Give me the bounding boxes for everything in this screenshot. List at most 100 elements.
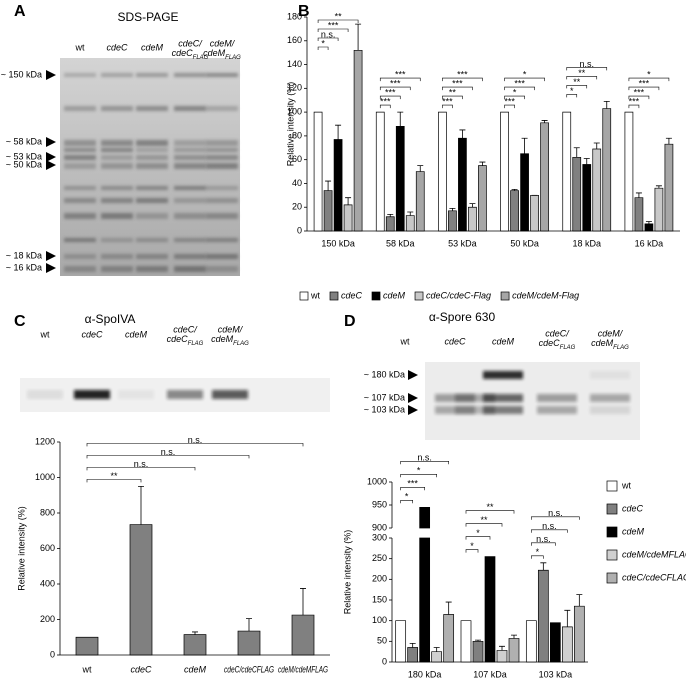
significance-bracket — [504, 104, 515, 109]
panel-label: C — [14, 313, 26, 330]
gel-band — [136, 163, 168, 169]
lane-label: wt — [40, 329, 50, 339]
gel-band — [136, 140, 168, 146]
significance-bracket — [379, 77, 421, 82]
significance-bracket — [465, 510, 515, 514]
significance-bracket — [400, 461, 449, 465]
significance-label: *** — [639, 78, 650, 88]
gel-band — [64, 238, 96, 242]
x-tick-label: cdeC — [130, 664, 152, 674]
significance-bracket — [566, 67, 608, 71]
bar — [431, 651, 443, 663]
error-bar — [593, 142, 600, 149]
gel-band — [136, 213, 168, 219]
significance-label: n.s. — [417, 453, 432, 463]
error-bar — [445, 601, 452, 615]
significance-label: n.s. — [548, 508, 563, 518]
bar — [129, 524, 153, 656]
error-bar — [541, 120, 548, 123]
legend-swatch — [606, 549, 618, 561]
gel-band — [136, 266, 168, 272]
bar — [419, 506, 431, 663]
legend-label: cdeC/cdeCFLAG — [622, 572, 686, 582]
gel-band — [206, 73, 238, 77]
legend-label: cdeC — [622, 503, 644, 513]
x-tick-label: 53 kDa — [448, 238, 477, 248]
y-tick-label: 120 — [287, 83, 302, 93]
significance-label: n.s. — [188, 435, 203, 445]
bar — [237, 630, 261, 656]
y-tick-label: 140 — [287, 59, 302, 69]
y-tick-label: 800 — [40, 507, 55, 517]
gel-band — [136, 73, 168, 77]
marker-label: ~ 58 kDa — [6, 136, 42, 146]
lane-label: wt — [400, 336, 410, 346]
error-bar — [345, 197, 352, 205]
gel-band — [136, 254, 168, 259]
panel-title: α-Spore 630 — [429, 310, 496, 324]
significance-bracket — [442, 77, 483, 82]
lane-label: cdeCFLAG — [167, 334, 204, 346]
marker-arrow — [46, 160, 56, 170]
gel-band — [101, 106, 133, 111]
bar — [510, 190, 519, 232]
bar — [438, 111, 447, 232]
gel-band — [174, 140, 206, 146]
y-tick-label: 600 — [40, 543, 55, 553]
significance-label: * — [570, 86, 574, 96]
error-bar — [603, 101, 610, 109]
gel-band — [64, 254, 96, 259]
error-bar — [138, 485, 144, 525]
significance-bracket — [628, 77, 670, 82]
error-bar — [564, 609, 571, 627]
lane-label: cdeMFLAG — [211, 334, 249, 346]
significance-label: * — [523, 69, 527, 79]
marker-arrow — [408, 393, 418, 403]
error-bar — [246, 618, 252, 632]
lane-label-sub: FLAG — [613, 345, 629, 351]
significance-bracket — [400, 500, 413, 504]
gel-band — [64, 148, 96, 152]
y-tick-label: 20 — [292, 202, 302, 212]
x-tick-label: 180 kDa — [408, 669, 442, 679]
error-bar — [511, 634, 517, 639]
significance-bracket — [442, 104, 453, 109]
y-tick-label: 300 — [372, 532, 387, 542]
error-bar — [355, 23, 362, 51]
y-tick-label: 950 — [372, 499, 387, 509]
bar — [634, 197, 644, 232]
marker-label: ~ 150 kDa — [1, 69, 42, 79]
bar — [572, 156, 582, 232]
panel-label: A — [14, 3, 26, 20]
legend-swatch — [299, 291, 309, 301]
gel-band — [64, 198, 96, 203]
error-bar — [573, 147, 580, 158]
significance-bracket — [400, 487, 425, 491]
bar — [582, 164, 592, 232]
lane-label-sub: FLAG — [193, 55, 209, 61]
lane-label: cdeM — [125, 329, 148, 339]
blot-band — [74, 390, 110, 399]
error-bar — [583, 158, 590, 165]
lane-label-sub: FLAG — [560, 345, 576, 351]
bar — [415, 171, 425, 232]
blot-band — [27, 390, 63, 399]
blot-band — [167, 390, 203, 399]
y-tick-label: 0 — [297, 225, 302, 235]
gel-band — [136, 198, 168, 203]
bar — [291, 614, 315, 656]
bar — [654, 187, 664, 232]
bar — [478, 165, 487, 232]
significance-bracket — [86, 467, 196, 471]
gel-band — [101, 148, 133, 152]
error-bar — [521, 137, 528, 154]
bar — [664, 143, 674, 232]
error-bar — [192, 631, 198, 635]
significance-label: n.s. — [321, 29, 336, 39]
lane-label: wt — [75, 42, 85, 52]
error-bar — [655, 185, 662, 189]
legend-label: cdeC/cdeC-Flag — [426, 290, 491, 300]
gel-band — [101, 155, 133, 160]
marker-arrow — [46, 152, 56, 162]
lane-label: cdeM — [211, 334, 234, 344]
